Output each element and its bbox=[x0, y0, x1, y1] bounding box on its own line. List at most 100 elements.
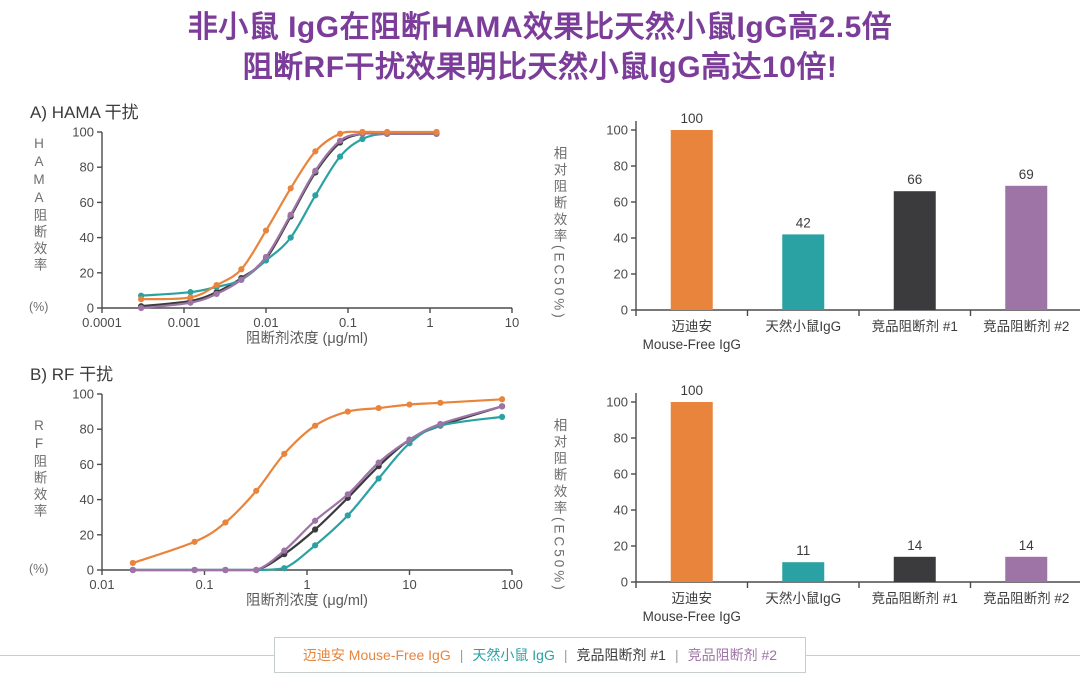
y-tick-label: 80 bbox=[80, 422, 94, 437]
hama-bar-chart: 0 20 40 60 80 100 100 迈迪安 Mouse-Free IgG 42 天然小鼠Ig… bbox=[606, 111, 1080, 352]
data-point bbox=[498, 396, 506, 403]
y-tick-label: 0 bbox=[87, 563, 94, 578]
hama-y-axis-unit: (%) bbox=[29, 300, 49, 314]
bar-value-label: 100 bbox=[680, 111, 703, 126]
bar-value-label: 100 bbox=[680, 383, 703, 398]
data-point bbox=[498, 403, 506, 410]
data-point bbox=[222, 566, 229, 574]
data-point bbox=[312, 148, 319, 155]
data-point bbox=[437, 399, 444, 406]
panel-rf-bar: 相对阻断效率(EC50%) 0 20 40 60 80 100 100 迈迪安 Mouse-Fr… bbox=[540, 372, 1080, 640]
bar-2 bbox=[782, 562, 825, 582]
data-point bbox=[262, 227, 270, 234]
bar-3 bbox=[893, 191, 936, 310]
legend-item-competitor-2: 竞品阻断剂 #2 bbox=[687, 647, 778, 663]
data-point bbox=[222, 519, 229, 526]
data-point bbox=[138, 296, 145, 303]
legend-separator: | bbox=[674, 647, 679, 663]
data-point bbox=[191, 566, 198, 574]
data-point bbox=[437, 420, 444, 428]
y-tick-label: 80 bbox=[80, 160, 94, 175]
data-point bbox=[336, 130, 344, 137]
data-point bbox=[281, 547, 288, 554]
data-point bbox=[312, 542, 319, 549]
category-label: 迈迪安 bbox=[672, 319, 713, 334]
panel-hama-interference: A) HAMA 干扰 HAMA阻断效率 (%) 0 20 40 60 80 100 0.00… bbox=[22, 98, 527, 362]
bar-4 bbox=[1005, 185, 1048, 310]
y-tick-label: 40 bbox=[614, 231, 628, 246]
bar-value-label: 66 bbox=[907, 172, 922, 187]
legend-rule-right bbox=[806, 654, 1080, 656]
y-tick-label: 60 bbox=[614, 467, 628, 482]
data-point bbox=[359, 128, 366, 136]
bar-value-label: 14 bbox=[1019, 538, 1035, 553]
category-label: Mouse-Free IgG bbox=[643, 609, 741, 624]
hama-y-axis-title: HAMA阻断效率 bbox=[31, 136, 47, 274]
data-point bbox=[287, 234, 294, 241]
title-line-1: 非小鼠 IgG在阻断HAMA效果比天然小鼠IgG高2.5倍 bbox=[187, 11, 893, 44]
data-point bbox=[213, 290, 220, 298]
bar-4 bbox=[1005, 556, 1048, 582]
category-label: 竞品阻断剂 #2 bbox=[983, 590, 1069, 606]
x-axis-title: 阻断剂浓度 (μg/ml) bbox=[246, 592, 368, 609]
bar-1 bbox=[670, 130, 713, 310]
data-point bbox=[312, 526, 319, 533]
data-point bbox=[336, 153, 344, 160]
data-point bbox=[213, 282, 220, 289]
x-tick-label: 0.01 bbox=[89, 577, 114, 592]
y-tick-label: 0 bbox=[621, 303, 628, 318]
y-tick-label: 100 bbox=[72, 387, 94, 402]
data-point bbox=[312, 422, 319, 429]
x-tick-label: 0.0001 bbox=[82, 315, 122, 330]
title-line-2: 阻断RF干扰效果明比天然小鼠IgG高达10倍! bbox=[242, 51, 838, 84]
y-tick-label: 20 bbox=[614, 539, 628, 554]
x-axis-title: 阻断剂浓度 (μg/ml) bbox=[246, 330, 368, 347]
legend-rule-left bbox=[0, 654, 274, 656]
legend-item-competitor-1: 竞品阻断剂 #1 bbox=[576, 647, 666, 663]
y-tick-label: 100 bbox=[606, 395, 628, 410]
legend-separator: | bbox=[459, 647, 464, 663]
rf-bar-y-axis-title: 相对阻断效率(EC50%) bbox=[551, 418, 567, 593]
data-point bbox=[375, 459, 382, 466]
data-point bbox=[498, 413, 506, 420]
figure-legend: 迈迪安 Mouse-Free IgG | 天然小鼠 IgG | 竞品阻断剂 #1 | 竞品阻… bbox=[0, 637, 1080, 673]
x-tick-label: 0.1 bbox=[195, 577, 213, 592]
y-tick-label: 60 bbox=[80, 457, 94, 472]
y-tick-label: 40 bbox=[80, 230, 94, 245]
data-point bbox=[238, 266, 245, 273]
data-point bbox=[187, 289, 194, 296]
rf-line-chart: 0 20 40 60 80 100 0.01 0.1 1 10 100 阻断剂浓度 (μg/ml) bbox=[72, 387, 523, 610]
data-point bbox=[359, 135, 366, 143]
data-point bbox=[375, 404, 382, 412]
y-tick-label: 60 bbox=[80, 195, 94, 210]
bar-value-label: 42 bbox=[796, 215, 811, 230]
data-point bbox=[187, 294, 194, 301]
data-point bbox=[129, 559, 136, 567]
data-point bbox=[384, 128, 391, 136]
panel-a-label: A) HAMA 干扰 bbox=[30, 103, 139, 122]
rf-y-axis-unit: (%) bbox=[29, 562, 49, 576]
data-point bbox=[344, 408, 351, 415]
rf-bar-chart: 0 20 40 60 80 100 100 迈迪安 Mouse-Free IgG 11 天然小鼠Ig… bbox=[606, 383, 1080, 624]
category-label: 天然小鼠IgG bbox=[765, 318, 841, 334]
y-tick-label: 20 bbox=[614, 267, 628, 282]
x-tick-label: 0.1 bbox=[339, 315, 357, 330]
panel-hama-bar: 相对阻断效率(EC50%) 0 20 40 60 80 100 100 迈迪安 Mouse-Fr… bbox=[540, 100, 1080, 368]
y-tick-label: 80 bbox=[614, 431, 628, 446]
bar-value-label: 69 bbox=[1019, 167, 1034, 182]
data-point bbox=[312, 192, 319, 199]
bar-1 bbox=[670, 402, 713, 582]
rf-y-axis-title: RF阻断效率 bbox=[31, 418, 47, 520]
data-point bbox=[253, 487, 260, 494]
bar-value-label: 11 bbox=[796, 543, 810, 558]
category-label: 竞品阻断剂 #1 bbox=[872, 318, 958, 334]
y-tick-label: 0 bbox=[621, 575, 628, 590]
page-title: 非小鼠 IgG在阻断HAMA效果比天然小鼠IgG高2.5倍 阻断RF干扰效果明比… bbox=[0, 8, 1080, 88]
x-tick-label: 1 bbox=[426, 315, 433, 330]
y-tick-label: 100 bbox=[606, 123, 628, 138]
y-tick-label: 60 bbox=[614, 195, 628, 210]
y-tick-label: 40 bbox=[614, 503, 628, 518]
bar-value-label: 14 bbox=[907, 538, 923, 553]
data-point bbox=[344, 512, 351, 519]
